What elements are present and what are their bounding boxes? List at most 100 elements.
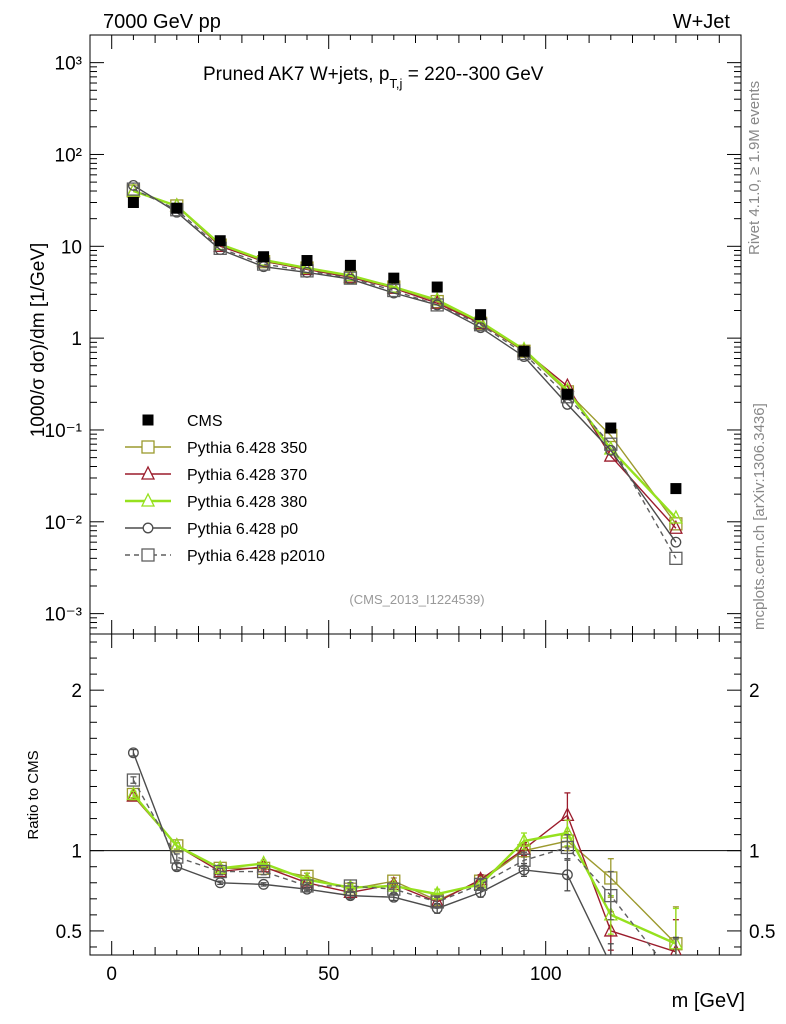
ratio-point (603, 922, 618, 937)
data-point (301, 255, 313, 267)
ratio-point (671, 965, 681, 975)
rivet-version-label: Rivet 4.1.0, ≥ 1.9M events (746, 81, 763, 255)
ratio-axis-ticks: 0.5 0.5 1 1 2 2 0 50 100 (56, 634, 775, 985)
ratio-tick-label-left: 2 (71, 681, 82, 702)
legend-label: Pythia 6.428 380 (187, 494, 307, 511)
series-point (386, 278, 401, 293)
series-point (669, 551, 683, 565)
data-point (171, 202, 183, 214)
header-right-label: W+Jet (673, 11, 731, 33)
y-axis-title: 1000/σ dσ)/dm [1/GeV] (28, 243, 49, 438)
x-tick-label: 50 (318, 964, 339, 985)
data-point (475, 309, 487, 321)
series-point (430, 298, 444, 312)
ratio-line (132, 779, 659, 955)
legend-label: Pythia 6.428 p0 (187, 521, 298, 538)
ratio-series-pythia-6-428-p0 (127, 747, 681, 975)
plot-title-tail: = 220--300 GeV (402, 64, 543, 85)
series-point (126, 182, 141, 196)
header-left-label: 7000 GeV pp (103, 11, 221, 33)
series-point (668, 519, 683, 534)
series-point (387, 283, 401, 298)
main-axis-ticks: 10⁻³ 10⁻² 10⁻¹ 1 10 10² 10³ (45, 34, 742, 635)
data-point (431, 281, 443, 293)
legend-entry-cms: CMS (142, 413, 223, 430)
ratio-point (126, 773, 141, 787)
plot-title-main: Pruned AK7 W+jets, p (203, 64, 389, 85)
x-tick-label: 0 (106, 964, 117, 985)
plot-title: Pruned AK7 W+jets, pT,j = 220--300 GeV (203, 64, 544, 91)
series-point (388, 287, 400, 299)
legend-entry: Pythia 6.428 p0 (125, 521, 298, 538)
legend-marker (141, 548, 155, 562)
legend-label: Pythia 6.428 350 (187, 440, 307, 457)
main-plot-frame (89, 34, 742, 635)
ratio-point (670, 973, 682, 985)
series-point (670, 536, 682, 548)
series-point (604, 437, 618, 451)
ratio-tick-label-left: 0.5 (56, 922, 82, 943)
data-point (344, 259, 356, 271)
legend-label: Pythia 6.428 370 (187, 467, 307, 484)
y-tick-label: 1 (71, 329, 82, 350)
y-tick-label: 10² (55, 145, 82, 166)
data-point (258, 251, 270, 263)
series-cms-data (127, 196, 682, 495)
series-point (668, 509, 683, 524)
ratio-point (560, 840, 575, 855)
series-line (133, 184, 677, 543)
y-tick-label: 10 (61, 237, 82, 258)
ratio-point (170, 850, 184, 864)
ratio-series-pythia-6-428-380 (126, 786, 683, 955)
ratio-series-pythia-6-428-p2010 (126, 773, 682, 985)
ratio-point (430, 895, 444, 909)
legend-entry: Pythia 6.428 p2010 (125, 548, 325, 565)
legend-marker (140, 492, 156, 507)
data-point (388, 272, 400, 284)
ratio-point (344, 890, 356, 902)
mcplots-reference-label: mcplots.cern.ch [arXiv:1306.3436] (751, 403, 768, 630)
ratio-series-pythia-6-428-350 (126, 787, 683, 955)
legend-entry: Pythia 6.428 380 (125, 492, 307, 511)
ratio-point (213, 863, 228, 878)
data-point (518, 345, 530, 357)
ratio-plot-frame (89, 633, 742, 956)
ratio-point (473, 877, 488, 892)
data-point (561, 388, 573, 400)
ratio-point (516, 832, 532, 847)
ratio-point (126, 786, 141, 801)
ratio-point (604, 888, 618, 903)
ratio-axis-title: Ratio to CMS (25, 750, 42, 839)
ratio-tick-label-right: 2 (749, 681, 760, 702)
series-point (343, 271, 358, 285)
series-point (475, 322, 487, 334)
ratio-point (387, 882, 401, 896)
ratio-tick-label-right: 1 (749, 842, 760, 863)
series-point (431, 299, 443, 311)
y-tick-label: 10⁻² (45, 513, 83, 534)
ratio-line (132, 752, 607, 955)
ratio-point (213, 864, 227, 879)
ratio-point (517, 853, 531, 867)
legend: CMS Pythia 6.428 350 Pythia 6.428 370 Pythi… (125, 413, 325, 565)
ratio-point (127, 747, 139, 759)
series-point (127, 179, 139, 191)
legend-label: Pythia 6.428 p2010 (187, 548, 325, 565)
ratio-point (670, 943, 682, 955)
analysis-id-label: (CMS_2013_I1224539) (349, 592, 484, 607)
data-point (670, 483, 682, 495)
ratio-point (561, 869, 573, 881)
data-point (605, 422, 617, 434)
legend-label-cms: CMS (187, 413, 223, 430)
ratio-point (343, 879, 358, 893)
legend-entry: Pythia 6.428 370 (125, 465, 307, 484)
y-tick-label: 10⁻³ (45, 605, 83, 626)
data-point (214, 235, 226, 247)
ratio-point (300, 879, 314, 893)
legend-entry: Pythia 6.428 350 (125, 440, 307, 457)
ratio-tick-label-left: 1 (71, 842, 82, 863)
main-series-layer (126, 179, 683, 565)
data-point (127, 196, 139, 208)
y-tick-label: 10⁻¹ (45, 421, 83, 442)
ratio-point (126, 787, 141, 802)
